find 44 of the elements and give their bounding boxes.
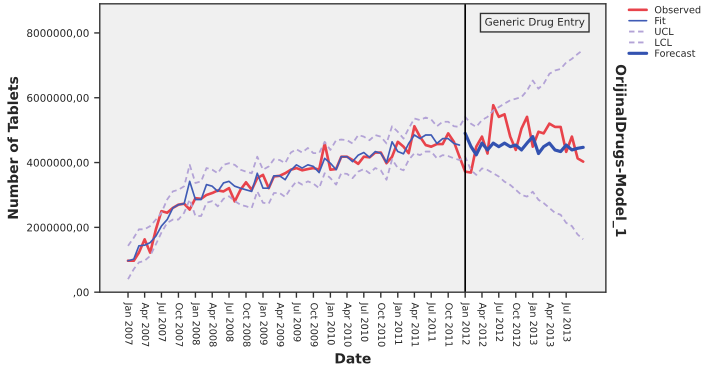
x-tick-label: Jul 2009 <box>292 302 302 342</box>
y-tick-label: 6000000,00 <box>27 94 89 103</box>
line-series <box>127 150 584 280</box>
x-tick-label: Oct 2012 <box>512 303 520 346</box>
x-tick-label: Oct 2009 <box>310 303 318 347</box>
ref-line-label: Generic Drug Entry <box>485 18 585 28</box>
x-tick-label: Jan 2008 <box>190 302 200 345</box>
y-tick-label: 2000000,00 <box>27 224 89 233</box>
x-tick-label: Jul 2007 <box>156 302 166 342</box>
legend-label: Observed <box>654 6 700 14</box>
x-tick-label: Jan 2009 <box>258 302 268 345</box>
x-tick-label: Jan 2007 <box>123 302 133 345</box>
x-axis-title: Date <box>336 353 371 364</box>
x-tick-label: Jan 2012 <box>460 302 470 344</box>
x-tick-label: Oct 2008 <box>243 303 251 347</box>
x-tick-label: Apr 2009 <box>274 302 284 347</box>
legend-label: UCL <box>655 28 674 36</box>
legend-label: Forecast <box>655 50 696 57</box>
x-tick-label: Jan 2010 <box>326 302 335 345</box>
y-tick-label: ,00 <box>74 288 89 298</box>
x-tick-label: Jul 2008 <box>224 302 234 342</box>
x-tick-label: Jan 2011 <box>393 302 402 345</box>
x-tick-label: Oct 2007 <box>176 303 183 346</box>
x-tick-label: Jul 2013 <box>562 302 571 342</box>
x-tick-label: Apr 2012 <box>477 302 487 346</box>
y-tick-label: 4000000,00 <box>26 158 89 168</box>
x-tick-label: Apr 2013 <box>544 302 554 346</box>
x-tick-label: Oct 2011 <box>445 303 453 346</box>
x-tick-label: Jan 2013 <box>528 302 538 345</box>
y-axis-title: Number of Tablets <box>7 76 18 218</box>
x-tick-label: Apr 2011 <box>410 302 419 346</box>
y-tick-label: 8000000,00 <box>27 29 89 38</box>
x-tick-label: Jul 2011 <box>426 302 436 342</box>
legend-label: LCL <box>655 38 672 46</box>
x-tick-label: Apr 2007 <box>140 302 150 346</box>
line-series <box>464 132 585 156</box>
line-series <box>127 134 460 262</box>
x-tick-label: Apr 2008 <box>208 302 217 347</box>
legend-label: Fit <box>655 16 666 24</box>
text: OrijinalDrugs-Model_1 <box>612 64 627 236</box>
x-tick-label: Jul 2012 <box>494 302 504 342</box>
x-tick-label: Apr 2010 <box>342 302 352 347</box>
x-tick-label: Jul 2010 <box>359 302 369 342</box>
x-tick-label: Oct 2010 <box>378 303 386 347</box>
